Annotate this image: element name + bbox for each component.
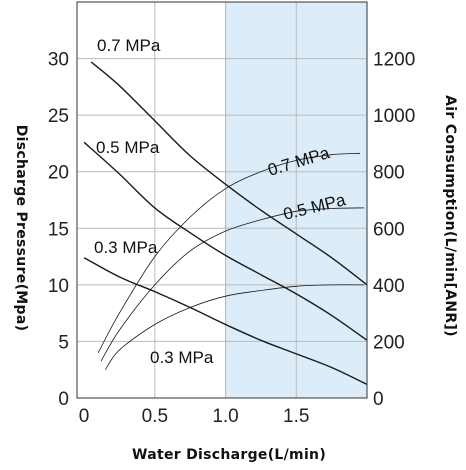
pressure-curve-1 xyxy=(83,141,368,341)
y-right-tick-label: 200 xyxy=(373,332,405,353)
pressure-curve-2 xyxy=(83,257,368,386)
y-left-tick-label: 20 xyxy=(48,163,69,184)
y-axis-right-label: Air Consumption(L/min[ANR]) xyxy=(442,95,458,337)
y-left-tick-label: 25 xyxy=(48,106,69,127)
x-tick-label: 1.0 xyxy=(212,406,238,427)
x-tick-label: 0 xyxy=(79,406,90,427)
y-right-tick-label: 800 xyxy=(373,163,405,184)
y-right-tick-label: 0 xyxy=(373,389,384,410)
y-left-tick-label: 15 xyxy=(48,219,69,240)
y-left-tick-label: 30 xyxy=(48,50,69,71)
label-pressure-03: 0.3 MPa xyxy=(94,238,158,257)
y-right-tick-label: 600 xyxy=(373,219,405,240)
label-air-03: 0.3 MPa xyxy=(150,348,214,367)
x-tick-label: 1.5 xyxy=(283,406,309,427)
x-tick-label: 0.5 xyxy=(142,406,168,427)
pressure-curve-0 xyxy=(90,61,368,286)
y-right-tick-label: 1000 xyxy=(373,106,415,127)
curves xyxy=(83,61,368,386)
air-curve-0 xyxy=(97,152,360,353)
air-curve-1 xyxy=(100,207,365,362)
y-right-tick-label: 400 xyxy=(373,276,405,297)
grid xyxy=(77,2,367,398)
y-left-tick-label: 0 xyxy=(58,389,69,410)
air-curve-2 xyxy=(104,284,365,370)
y-axis-left-label: Discharge Pressure(Mpa) xyxy=(13,125,29,332)
y-left-tick-label: 10 xyxy=(48,276,69,297)
label-pressure-07: 0.7 MPa xyxy=(97,36,161,55)
x-axis-label: Water Discharge(L/min) xyxy=(132,447,326,463)
label-pressure-05: 0.5 MPa xyxy=(96,138,160,157)
ticks: 0 0.5 1.0 1.5 0 5 10 15 20 25 30 0 200 400 600 800 1000 1… xyxy=(48,50,415,427)
plot-frame xyxy=(76,1,368,399)
y-left-tick-label: 5 xyxy=(58,332,69,353)
y-right-tick-label: 1200 xyxy=(373,50,415,71)
